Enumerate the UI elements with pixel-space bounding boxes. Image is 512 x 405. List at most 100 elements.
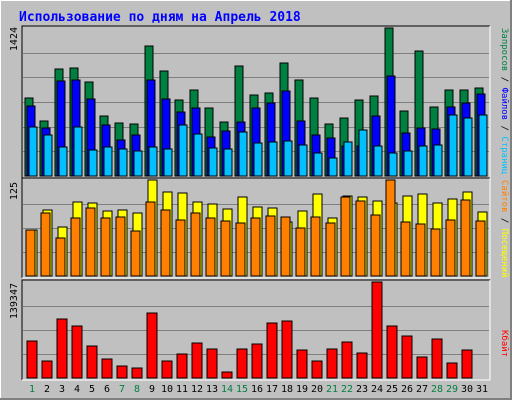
day-label: 2 — [44, 384, 50, 395]
bar-kbytes — [206, 348, 218, 379]
legend-bottom: Кбайт — [499, 330, 510, 357]
bar-kbytes — [116, 365, 128, 379]
bar-sites — [310, 216, 321, 277]
bar-pages — [343, 141, 353, 177]
day-label: 8 — [134, 384, 140, 395]
day-label: 11 — [176, 384, 188, 395]
bar-pages — [313, 152, 323, 177]
bar-sites — [340, 196, 351, 277]
bar-pages — [253, 142, 263, 177]
bars-hits-files-pages — [24, 27, 488, 177]
day-label: 15 — [236, 384, 248, 395]
bar-pages — [298, 144, 308, 177]
day-label: 22 — [341, 384, 353, 395]
bar-sites — [205, 217, 216, 277]
legend-top: Запросов / Файлов / Страниц — [499, 28, 509, 174]
bar-sites — [415, 223, 426, 277]
bar-pages — [358, 129, 368, 177]
bar-pages — [403, 150, 413, 177]
day-label: 27 — [416, 384, 428, 395]
bar-sites — [385, 179, 396, 277]
bar-sites — [235, 222, 246, 277]
bar-pages — [88, 149, 98, 177]
bar-sites — [250, 217, 261, 277]
bar-kbytes — [191, 342, 203, 379]
bar-pages — [133, 150, 143, 177]
bar-kbytes — [146, 312, 158, 379]
bar-kbytes — [56, 318, 68, 379]
bar-kbytes — [461, 349, 473, 379]
bar-sites — [130, 230, 141, 277]
legend-files: Файлов — [499, 88, 509, 121]
bar-sites — [400, 221, 411, 277]
day-label: 10 — [161, 384, 173, 395]
bar-pages — [148, 146, 158, 177]
day-label: 23 — [356, 384, 368, 395]
bar-pages — [28, 126, 38, 177]
legend-sep-3: / — [499, 213, 509, 229]
bar-kbytes — [431, 338, 443, 379]
day-label: 7 — [119, 384, 125, 395]
bar-sites — [85, 207, 96, 277]
bar-sites — [430, 228, 441, 277]
bar-sites — [70, 217, 81, 277]
bars-kbytes — [26, 281, 473, 379]
legend-hits: Запросов — [499, 28, 509, 71]
bar-kbytes — [416, 356, 428, 379]
bar-kbytes — [101, 358, 113, 379]
bar-pages — [223, 148, 233, 177]
bar-kbytes — [26, 340, 38, 379]
bar-pages — [103, 146, 113, 177]
day-label: 26 — [401, 384, 413, 395]
bar-pages — [58, 146, 68, 177]
ymax-label-top: 1424 — [9, 27, 20, 51]
day-label: 9 — [149, 384, 155, 395]
bar-sites — [265, 215, 276, 277]
bar-sites — [190, 212, 201, 277]
bar-pages — [43, 134, 53, 177]
bar-kbytes — [281, 320, 293, 379]
bar-sites — [115, 216, 126, 277]
bar-sites — [370, 214, 381, 277]
bar-kbytes — [131, 367, 143, 379]
day-label: 30 — [461, 384, 473, 395]
bar-kbytes — [401, 335, 413, 379]
bar-kbytes — [446, 362, 458, 379]
day-label: 29 — [446, 384, 458, 395]
bar-pages — [118, 148, 128, 177]
bar-kbytes — [341, 341, 353, 379]
bar-kbytes — [266, 322, 278, 379]
day-label: 20 — [311, 384, 323, 395]
bar-kbytes — [86, 345, 98, 379]
bar-kbytes — [236, 348, 248, 379]
day-label: 25 — [386, 384, 398, 395]
ymax-label-bottom: 139347 — [9, 283, 20, 319]
legend-sep-1: / — [499, 71, 509, 87]
bar-sites — [55, 237, 66, 277]
day-label: 3 — [59, 384, 65, 395]
chart-title: Использование по дням на Апрель 2018 — [19, 10, 301, 25]
bar-sites — [100, 217, 111, 277]
day-label: 16 — [251, 384, 263, 395]
bar-sites — [160, 209, 171, 277]
bar-sites — [460, 199, 471, 277]
bar-pages — [268, 141, 278, 177]
bar-kbytes — [356, 352, 368, 379]
bar-pages — [463, 117, 473, 177]
bar-pages — [178, 124, 188, 177]
legend-sites: Сайтов — [499, 180, 509, 213]
bar-kbytes — [371, 281, 383, 379]
bar-sites — [475, 220, 486, 277]
bar-pages — [193, 133, 203, 177]
day-label: 14 — [221, 384, 233, 395]
bars-sites-visits — [25, 179, 488, 277]
bar-sites — [445, 219, 456, 277]
ymax-label-middle: 125 — [9, 182, 20, 200]
bar-pages — [73, 126, 83, 177]
bar-pages — [163, 148, 173, 177]
bar-pages — [208, 147, 218, 177]
bar-sites — [220, 220, 231, 277]
